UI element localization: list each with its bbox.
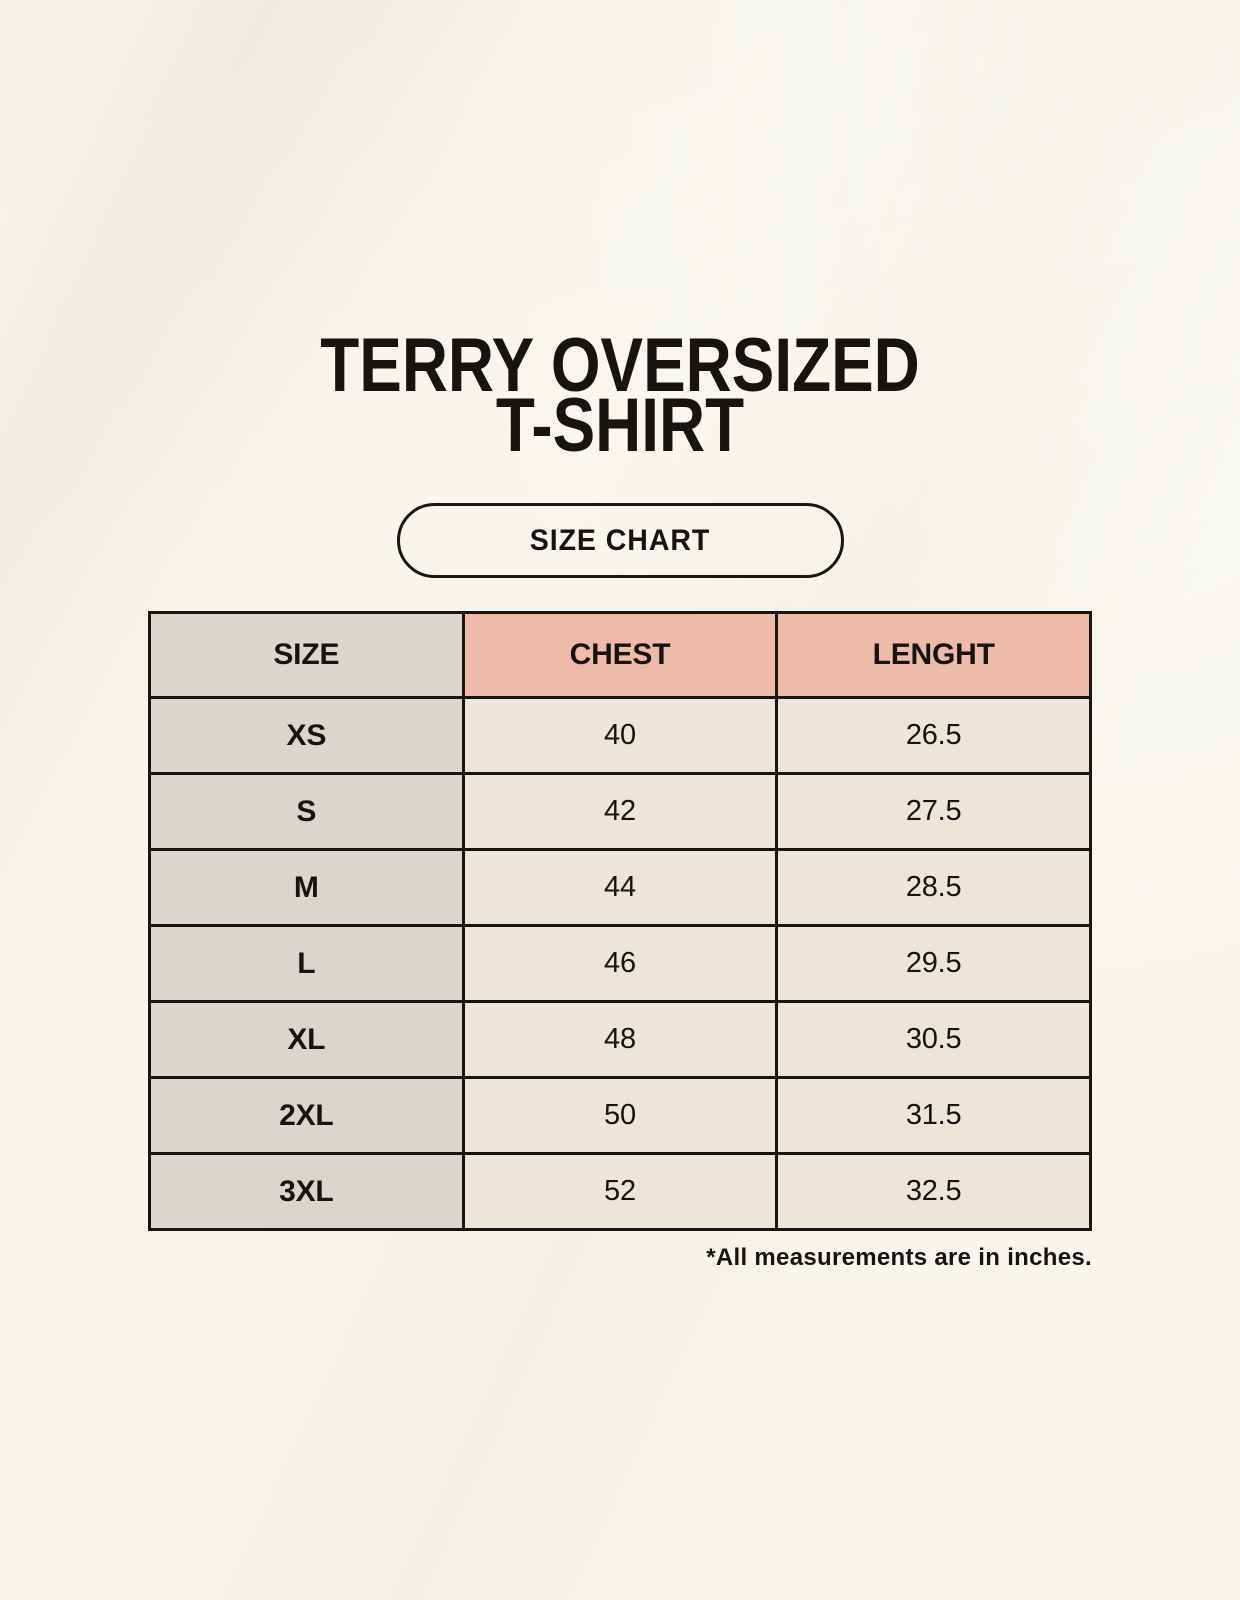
chest-cell: 46 — [461, 924, 779, 1003]
length-cell: 26.5 — [775, 696, 1092, 775]
length-cell: 28.5 — [775, 848, 1092, 927]
length-cell: 27.5 — [775, 772, 1092, 851]
chest-cell: 50 — [461, 1076, 779, 1155]
table-row: L 46 29.5 — [148, 924, 1092, 1003]
size-chart-badge-label: SIZE CHART — [529, 523, 711, 557]
chest-cell: 48 — [461, 1000, 779, 1079]
size-cell: 2XL — [148, 1076, 465, 1155]
table-row: XS 40 26.5 — [148, 696, 1092, 775]
size-cell: M — [148, 848, 465, 927]
chest-cell: 44 — [461, 848, 779, 927]
header-length: LENGHT — [775, 611, 1092, 699]
table-row: XL 48 30.5 — [148, 1000, 1092, 1079]
size-cell: L — [148, 924, 465, 1003]
page-title: TERRY OVERSIZED T-SHIRT — [99, 328, 1141, 464]
header-chest: CHEST — [461, 611, 779, 699]
chest-cell: 42 — [461, 772, 779, 851]
size-chart-table: SIZE CHEST LENGHT XS 40 26.5 S 42 27.5 M — [148, 611, 1092, 1231]
length-cell: 31.5 — [775, 1076, 1092, 1155]
chest-cell: 52 — [461, 1152, 779, 1231]
size-cell: XS — [148, 696, 465, 775]
table-header-row: SIZE CHEST LENGHT — [148, 611, 1092, 699]
header-size: SIZE — [148, 611, 465, 699]
length-cell: 32.5 — [775, 1152, 1092, 1231]
size-chart-table-wrap: SIZE CHEST LENGHT XS 40 26.5 S 42 27.5 M — [148, 611, 1092, 1231]
size-cell: 3XL — [148, 1152, 465, 1231]
table-row: 3XL 52 32.5 — [148, 1152, 1092, 1231]
size-cell: S — [148, 772, 465, 851]
measurements-footnote: *All measurements are in inches. — [706, 1244, 1092, 1271]
title-line-2: T-SHIRT — [495, 383, 745, 468]
table-row: M 44 28.5 — [148, 848, 1092, 927]
table-row: 2XL 50 31.5 — [148, 1076, 1092, 1155]
size-chart-badge: SIZE CHART — [396, 503, 844, 578]
title-line-1: TERRY OVERSIZED — [320, 323, 920, 408]
chest-cell: 40 — [461, 696, 779, 775]
length-cell: 30.5 — [775, 1000, 1092, 1079]
table-row: S 42 27.5 — [148, 772, 1092, 851]
size-cell: XL — [148, 1000, 465, 1079]
length-cell: 29.5 — [775, 924, 1092, 1003]
